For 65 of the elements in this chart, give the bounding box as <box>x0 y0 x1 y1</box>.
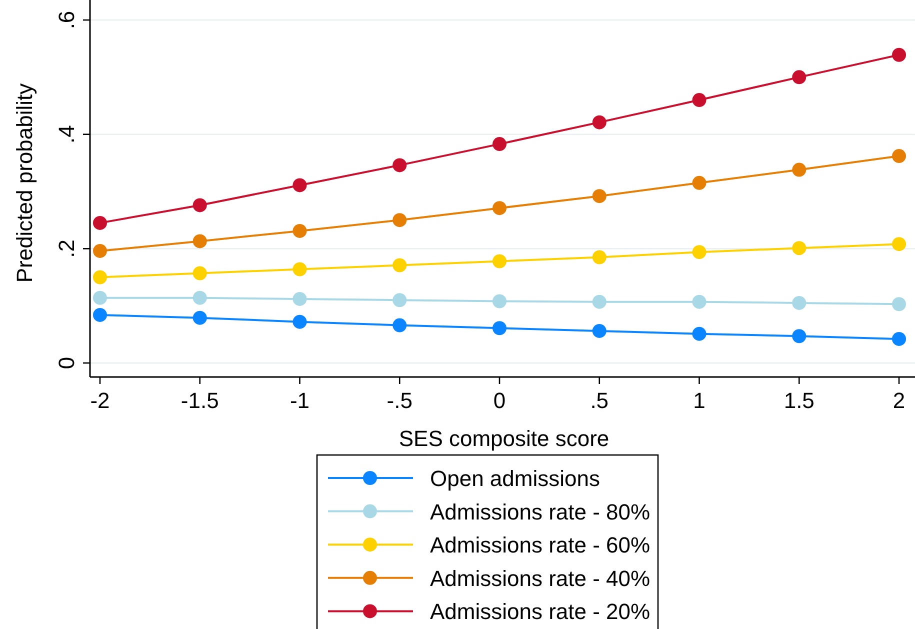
point <box>192 234 207 248</box>
x-tick-label: -1 <box>290 388 310 413</box>
point <box>892 48 906 62</box>
point <box>192 266 207 280</box>
x-tick-label: 0 <box>493 388 506 413</box>
point <box>792 70 806 84</box>
point <box>592 189 606 204</box>
point <box>592 115 606 130</box>
point <box>892 237 906 252</box>
point <box>392 158 407 172</box>
point <box>92 244 107 258</box>
point <box>592 250 606 264</box>
point <box>92 308 107 322</box>
x-tick-label: -.5 <box>386 388 412 413</box>
point <box>492 321 507 336</box>
y-tick-label: .6 <box>54 10 79 30</box>
y-tick-label: .4 <box>54 125 79 144</box>
y-axis-title: Predicted probability <box>12 83 37 283</box>
point <box>192 310 207 325</box>
legend-label: Admissions rate - 40% <box>430 566 650 591</box>
point <box>92 216 107 230</box>
x-tick-label: 1.5 <box>784 388 814 413</box>
point <box>192 290 207 305</box>
x-axis-title: SES composite score <box>398 426 610 451</box>
x-tick-label: -2 <box>90 388 110 413</box>
point <box>492 254 507 268</box>
legend-label: Open admissions <box>430 466 600 491</box>
point <box>192 198 207 212</box>
legend-label: Admissions rate - 20% <box>430 599 650 624</box>
point <box>692 245 706 260</box>
point <box>92 270 107 284</box>
point <box>792 162 806 177</box>
point <box>792 329 806 344</box>
y-tick-label: .2 <box>54 239 79 258</box>
x-tick-label: .5 <box>590 388 609 413</box>
point <box>292 224 307 238</box>
point <box>892 297 906 312</box>
point <box>492 137 507 152</box>
point <box>592 294 606 309</box>
legend-label: Admissions rate - 80% <box>430 499 650 524</box>
point <box>592 324 606 338</box>
point <box>392 293 407 308</box>
point <box>492 294 507 308</box>
y-tick-label: 0 <box>54 356 79 370</box>
point <box>492 201 507 216</box>
x-tick-label: -1.5 <box>180 388 219 413</box>
point <box>292 262 307 276</box>
x-tick-label: 2 <box>892 388 906 413</box>
point <box>692 176 706 190</box>
point <box>92 290 107 305</box>
point <box>392 258 407 272</box>
point <box>292 292 307 306</box>
point <box>692 326 706 341</box>
point <box>392 318 407 332</box>
point <box>692 93 706 108</box>
point <box>892 149 906 164</box>
legend-label: Admissions rate - 60% <box>430 532 650 558</box>
point <box>792 296 806 310</box>
point <box>392 213 407 228</box>
point <box>892 332 906 346</box>
point <box>692 294 706 309</box>
point <box>792 241 806 256</box>
point <box>292 314 307 329</box>
point <box>292 178 307 192</box>
x-tick-label: 1 <box>693 388 706 413</box>
